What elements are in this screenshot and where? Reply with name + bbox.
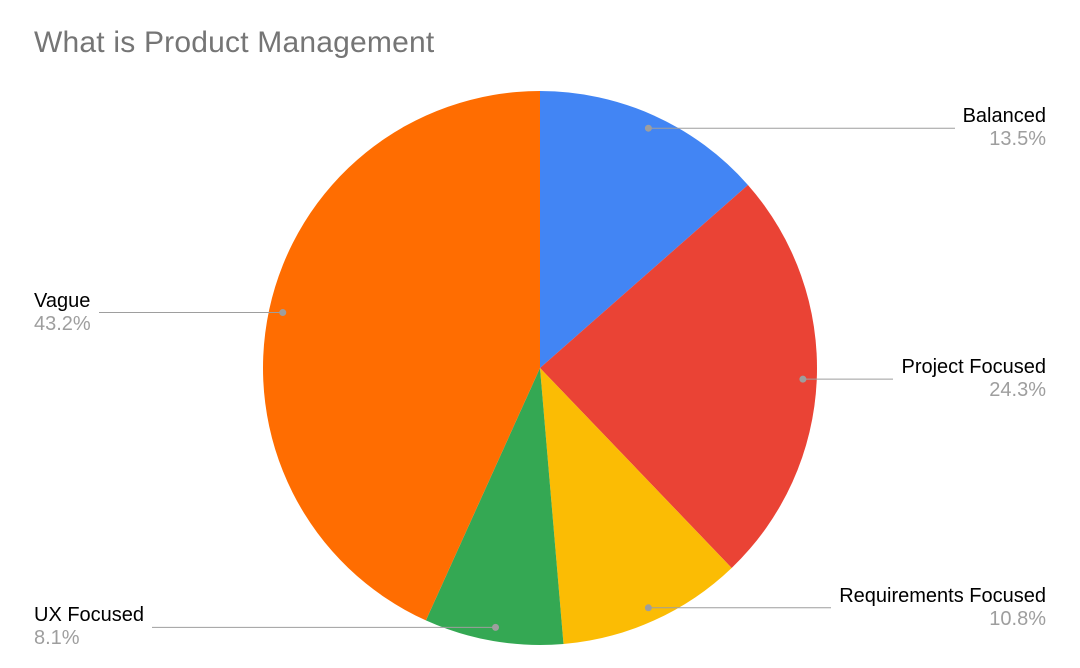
slice-percent: 24.3% [989, 379, 1046, 402]
pie-slice-vague[interactable] [262, 91, 540, 621]
pie-slice-balanced[interactable] [540, 91, 748, 368]
slice-label-vague: Vague 43.2% [34, 290, 91, 336]
slice-percent: 43.2% [34, 312, 91, 335]
slice-percent: 13.5% [989, 128, 1046, 151]
leader-dot [644, 124, 652, 132]
slice-label-ux-focused: UX Focused 8.1% [34, 604, 144, 650]
leader-dot [644, 604, 652, 612]
slice-label-project-focused: Project Focused 24.3% [901, 356, 1046, 402]
leader-dot [279, 309, 287, 317]
slice-name: Vague [34, 289, 91, 312]
slice-name: Project Focused [901, 356, 1046, 379]
slice-percent: 8.1% [34, 627, 80, 650]
slice-name: Balanced [962, 105, 1046, 128]
pie-slice-requirements-focused[interactable] [540, 368, 732, 644]
slice-name: UX Focused [34, 604, 145, 627]
leader-dot [799, 375, 807, 383]
pie-slice-ux-focused[interactable] [425, 368, 564, 645]
chart-title: What is Product Management [34, 26, 435, 59]
slice-name: Requirements Focused [839, 584, 1046, 607]
slice-percent: 10.8% [989, 607, 1046, 630]
pie-slice-project-focused[interactable] [540, 184, 818, 568]
slice-label-balanced: Balanced 13.5% [963, 105, 1046, 151]
leader-dot [492, 623, 500, 631]
slice-label-requirements-focused: Requirements Focused 10.8% [839, 585, 1046, 631]
